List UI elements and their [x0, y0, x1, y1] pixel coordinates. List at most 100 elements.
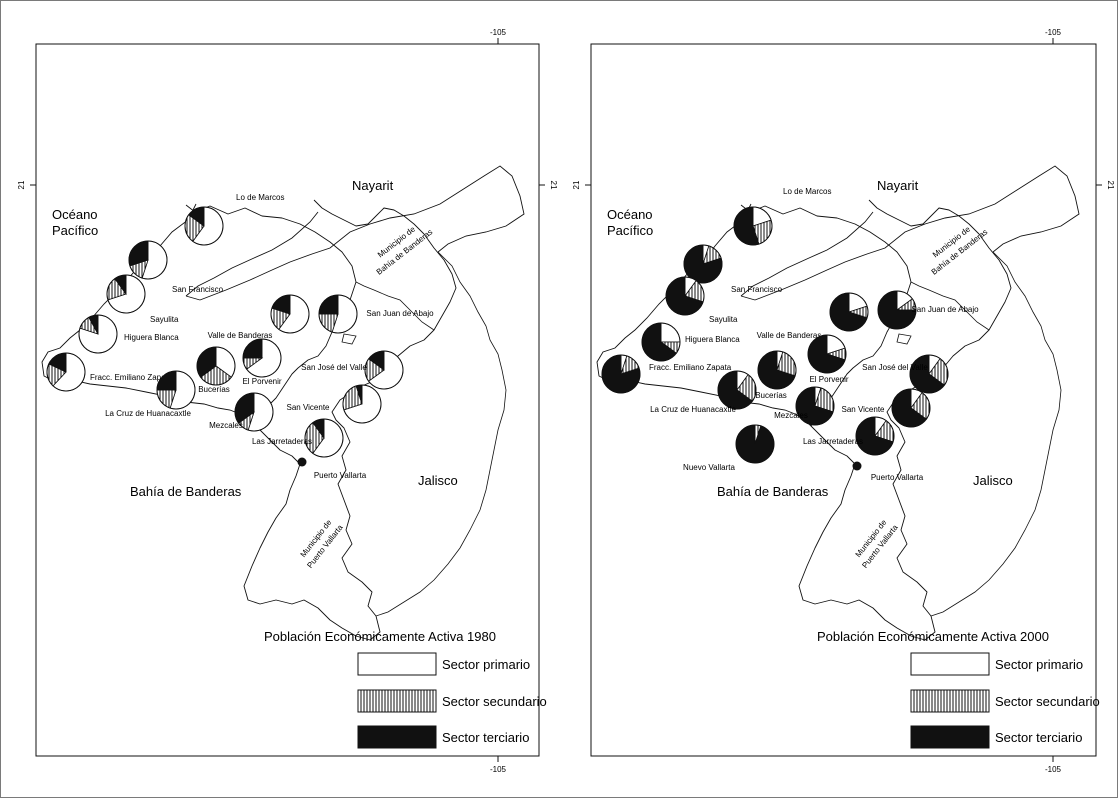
- town-marker: Sayulita: [665, 276, 738, 324]
- pie-outline: [891, 388, 931, 428]
- jalisco-border: [375, 251, 507, 617]
- city-dot: [852, 461, 862, 471]
- town-label: Bucerías: [755, 391, 787, 400]
- lon-label-top: -105: [1045, 28, 1062, 37]
- municipal-boundary: [910, 281, 990, 331]
- town-marker: La Cruz de Huanacaxtle: [105, 370, 196, 418]
- coastline-outline: [740, 199, 1012, 641]
- pie-outline: [270, 294, 310, 334]
- town-marker: San Francisco: [683, 244, 783, 294]
- town-marker: Valle de Banderas: [757, 292, 869, 340]
- pie-outline: [829, 292, 869, 332]
- town-label: La Cruz de Huanacaxtle: [105, 409, 191, 418]
- pie-outline: [877, 290, 917, 330]
- legend-label-secundario: Sector secundario: [995, 694, 1100, 709]
- lat-label-left: 21: [572, 180, 581, 189]
- town-marker: Mezcales: [209, 392, 274, 432]
- pie-outline: [717, 370, 757, 410]
- lon-label-bottom: -105: [490, 765, 507, 774]
- lat-label-right: 21: [1106, 181, 1115, 190]
- map-panel-2000: -105 -105 21 21 Nayarit Océano Pacífico …: [559, 0, 1118, 798]
- town-label: Puerto Vallarta: [314, 471, 367, 480]
- legend-swatch-primario: [910, 652, 990, 676]
- city-dot: [297, 457, 307, 467]
- pie-outline: [304, 418, 344, 458]
- town-label: San Vicente: [842, 405, 886, 414]
- town-label: Las Jarretaderas: [803, 437, 863, 446]
- town-marker: El Porvenir: [807, 334, 849, 384]
- nayarit-northwest-line: [740, 211, 874, 301]
- town-marker: San Juan de Abajo: [877, 290, 979, 330]
- label-oceano: Océano: [607, 207, 653, 222]
- map-frame: [590, 43, 1097, 757]
- town-marker: San Vicente: [842, 388, 931, 428]
- bay-islet: [341, 333, 357, 345]
- legend-2000: Sector primario Sector secundario Sector…: [910, 652, 1100, 749]
- town-marker: Bucerías: [196, 346, 236, 394]
- town-label: Lo de Marcos: [236, 193, 284, 202]
- towns-layer-1980: Lo de Marcos San Francisco Sayulita Higuera…: [46, 193, 434, 480]
- town-marker: El Porvenir: [242, 338, 282, 386]
- town-label: Mezcales: [209, 421, 243, 430]
- pie-outline: [364, 350, 404, 390]
- town-marker: Bucerías: [755, 350, 797, 400]
- municipal-boundary: [355, 281, 435, 331]
- town-label: Fracc. Emiliano Zapata: [649, 363, 732, 372]
- pie-outline: [106, 274, 146, 314]
- pie-outline: [601, 354, 641, 394]
- nayarit-border: [199, 165, 525, 301]
- label-nayarit: Nayarit: [877, 178, 919, 193]
- lat-label-left: 21: [17, 180, 26, 189]
- pie-outline: [184, 206, 224, 246]
- town-marker: Nuevo Vallarta: [683, 424, 775, 472]
- legend-swatch-terciario: [910, 725, 990, 749]
- town-label: San José del Valle: [862, 363, 928, 372]
- coastline-outline: [185, 199, 457, 641]
- town-marker: San Juan de Abajo: [318, 294, 434, 334]
- pie-outline: [855, 416, 895, 456]
- pie-outline: [342, 384, 382, 424]
- town-marker: Las Jarretaderas: [803, 416, 895, 456]
- pie-outline: [733, 206, 773, 246]
- town-marker: San José del Valle: [862, 354, 949, 394]
- lon-label-top: -105: [490, 28, 507, 37]
- pie-outline: [196, 346, 236, 386]
- pie-outline: [46, 352, 86, 392]
- town-marker: Higuera Blanca: [641, 322, 740, 362]
- town-label: Valle de Banderas: [208, 331, 273, 340]
- town-label: Sayulita: [150, 315, 179, 324]
- town-label: El Porvenir: [809, 375, 848, 384]
- pie-outline: [735, 424, 775, 464]
- pie-outline: [156, 370, 196, 410]
- pie-outline: [318, 294, 358, 334]
- legend-swatch-secundario: [357, 689, 437, 713]
- legend-label-primario: Sector primario: [442, 657, 530, 672]
- town-label: Lo de Marcos: [783, 187, 831, 196]
- legend-label-primario: Sector primario: [995, 657, 1083, 672]
- town-label: El Porvenir: [242, 377, 281, 386]
- town-label: Valle de Banderas: [757, 331, 822, 340]
- label-nayarit: Nayarit: [352, 178, 394, 193]
- pie-outline: [665, 276, 705, 316]
- town-marker: Puerto Vallarta: [297, 457, 367, 480]
- town-label: Las Jarretaderas: [252, 437, 312, 446]
- town-marker: Valle de Banderas: [208, 294, 310, 340]
- town-label: San Francisco: [731, 285, 783, 294]
- lon-label-bottom: -105: [1045, 765, 1062, 774]
- town-marker: San Vicente: [287, 384, 382, 424]
- label-jalisco: Jalisco: [973, 473, 1013, 488]
- pie-outline: [242, 338, 282, 378]
- towns-layer-2000: Lo de Marcos San Francisco Sayulita Higuera…: [601, 187, 979, 482]
- legend-title-2000: Población Económicamente Activa 2000: [817, 629, 1049, 644]
- map-panel-1980: -105 -105 21 21 Nayarit Océano Pacífico …: [17, 28, 558, 774]
- label-pacifico: Pacífico: [52, 223, 98, 238]
- town-marker: Mezcales: [774, 386, 835, 426]
- legend-swatch-primario: [357, 652, 437, 676]
- map-svg-1980: -105 -105 21 21 Nayarit Océano Pacífico …: [17, 28, 558, 774]
- pie-outline: [807, 334, 847, 374]
- pie-outline: [78, 314, 118, 354]
- pie-outline: [128, 240, 168, 280]
- legend-label-secundario: Sector secundario: [442, 694, 547, 709]
- label-bahia: Bahía de Banderas: [717, 484, 829, 499]
- town-marker: Lo de Marcos: [733, 187, 831, 246]
